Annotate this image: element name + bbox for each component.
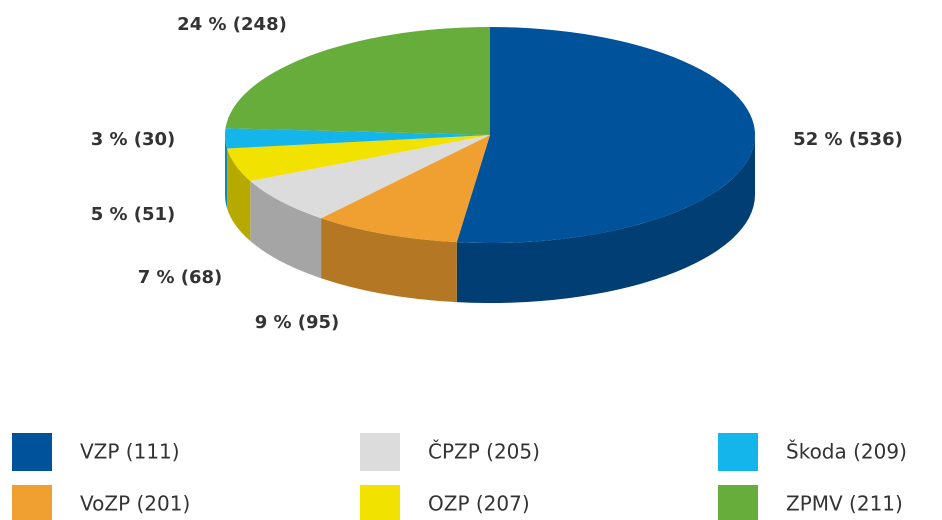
slice-top <box>225 27 490 135</box>
pie-slice <box>225 128 491 209</box>
legend-label: ČPZP (205) <box>428 440 540 464</box>
slice-side <box>227 148 251 241</box>
value-label: 7 % (68) <box>138 267 223 288</box>
value-label: 52 % (536) <box>793 129 903 150</box>
value-label: 5 % (51) <box>91 204 176 225</box>
pie-slice <box>456 27 755 303</box>
legend-label: ZPMV (211) <box>786 492 903 516</box>
slice-top <box>456 27 755 243</box>
legend-swatch <box>718 485 758 520</box>
value-label: 24 % (248) <box>177 14 287 35</box>
legend-swatch <box>360 485 400 520</box>
legend-label: VoZP (201) <box>80 492 190 516</box>
slice-top <box>250 135 490 219</box>
legend-label: VZP (111) <box>80 440 180 464</box>
legend-swatch <box>12 433 52 471</box>
pie-slice <box>321 135 490 303</box>
value-label: 9 % (95) <box>255 312 340 333</box>
pie-slice <box>227 135 490 241</box>
legend-swatch <box>718 433 758 471</box>
slice-top <box>321 135 490 243</box>
slice-top <box>225 128 491 149</box>
pie-slice <box>225 27 490 135</box>
slice-side <box>456 135 755 303</box>
slice-side <box>250 180 322 279</box>
legend-label: OZP (207) <box>428 492 530 516</box>
slice-top <box>227 135 490 181</box>
legend-swatch <box>12 485 52 520</box>
legend-swatch <box>360 433 400 471</box>
pie-slice <box>250 135 490 279</box>
slice-side <box>225 135 228 209</box>
slice-side <box>321 218 457 303</box>
legend-label: Škoda (209) <box>786 440 907 464</box>
value-label: 3 % (30) <box>91 129 176 150</box>
